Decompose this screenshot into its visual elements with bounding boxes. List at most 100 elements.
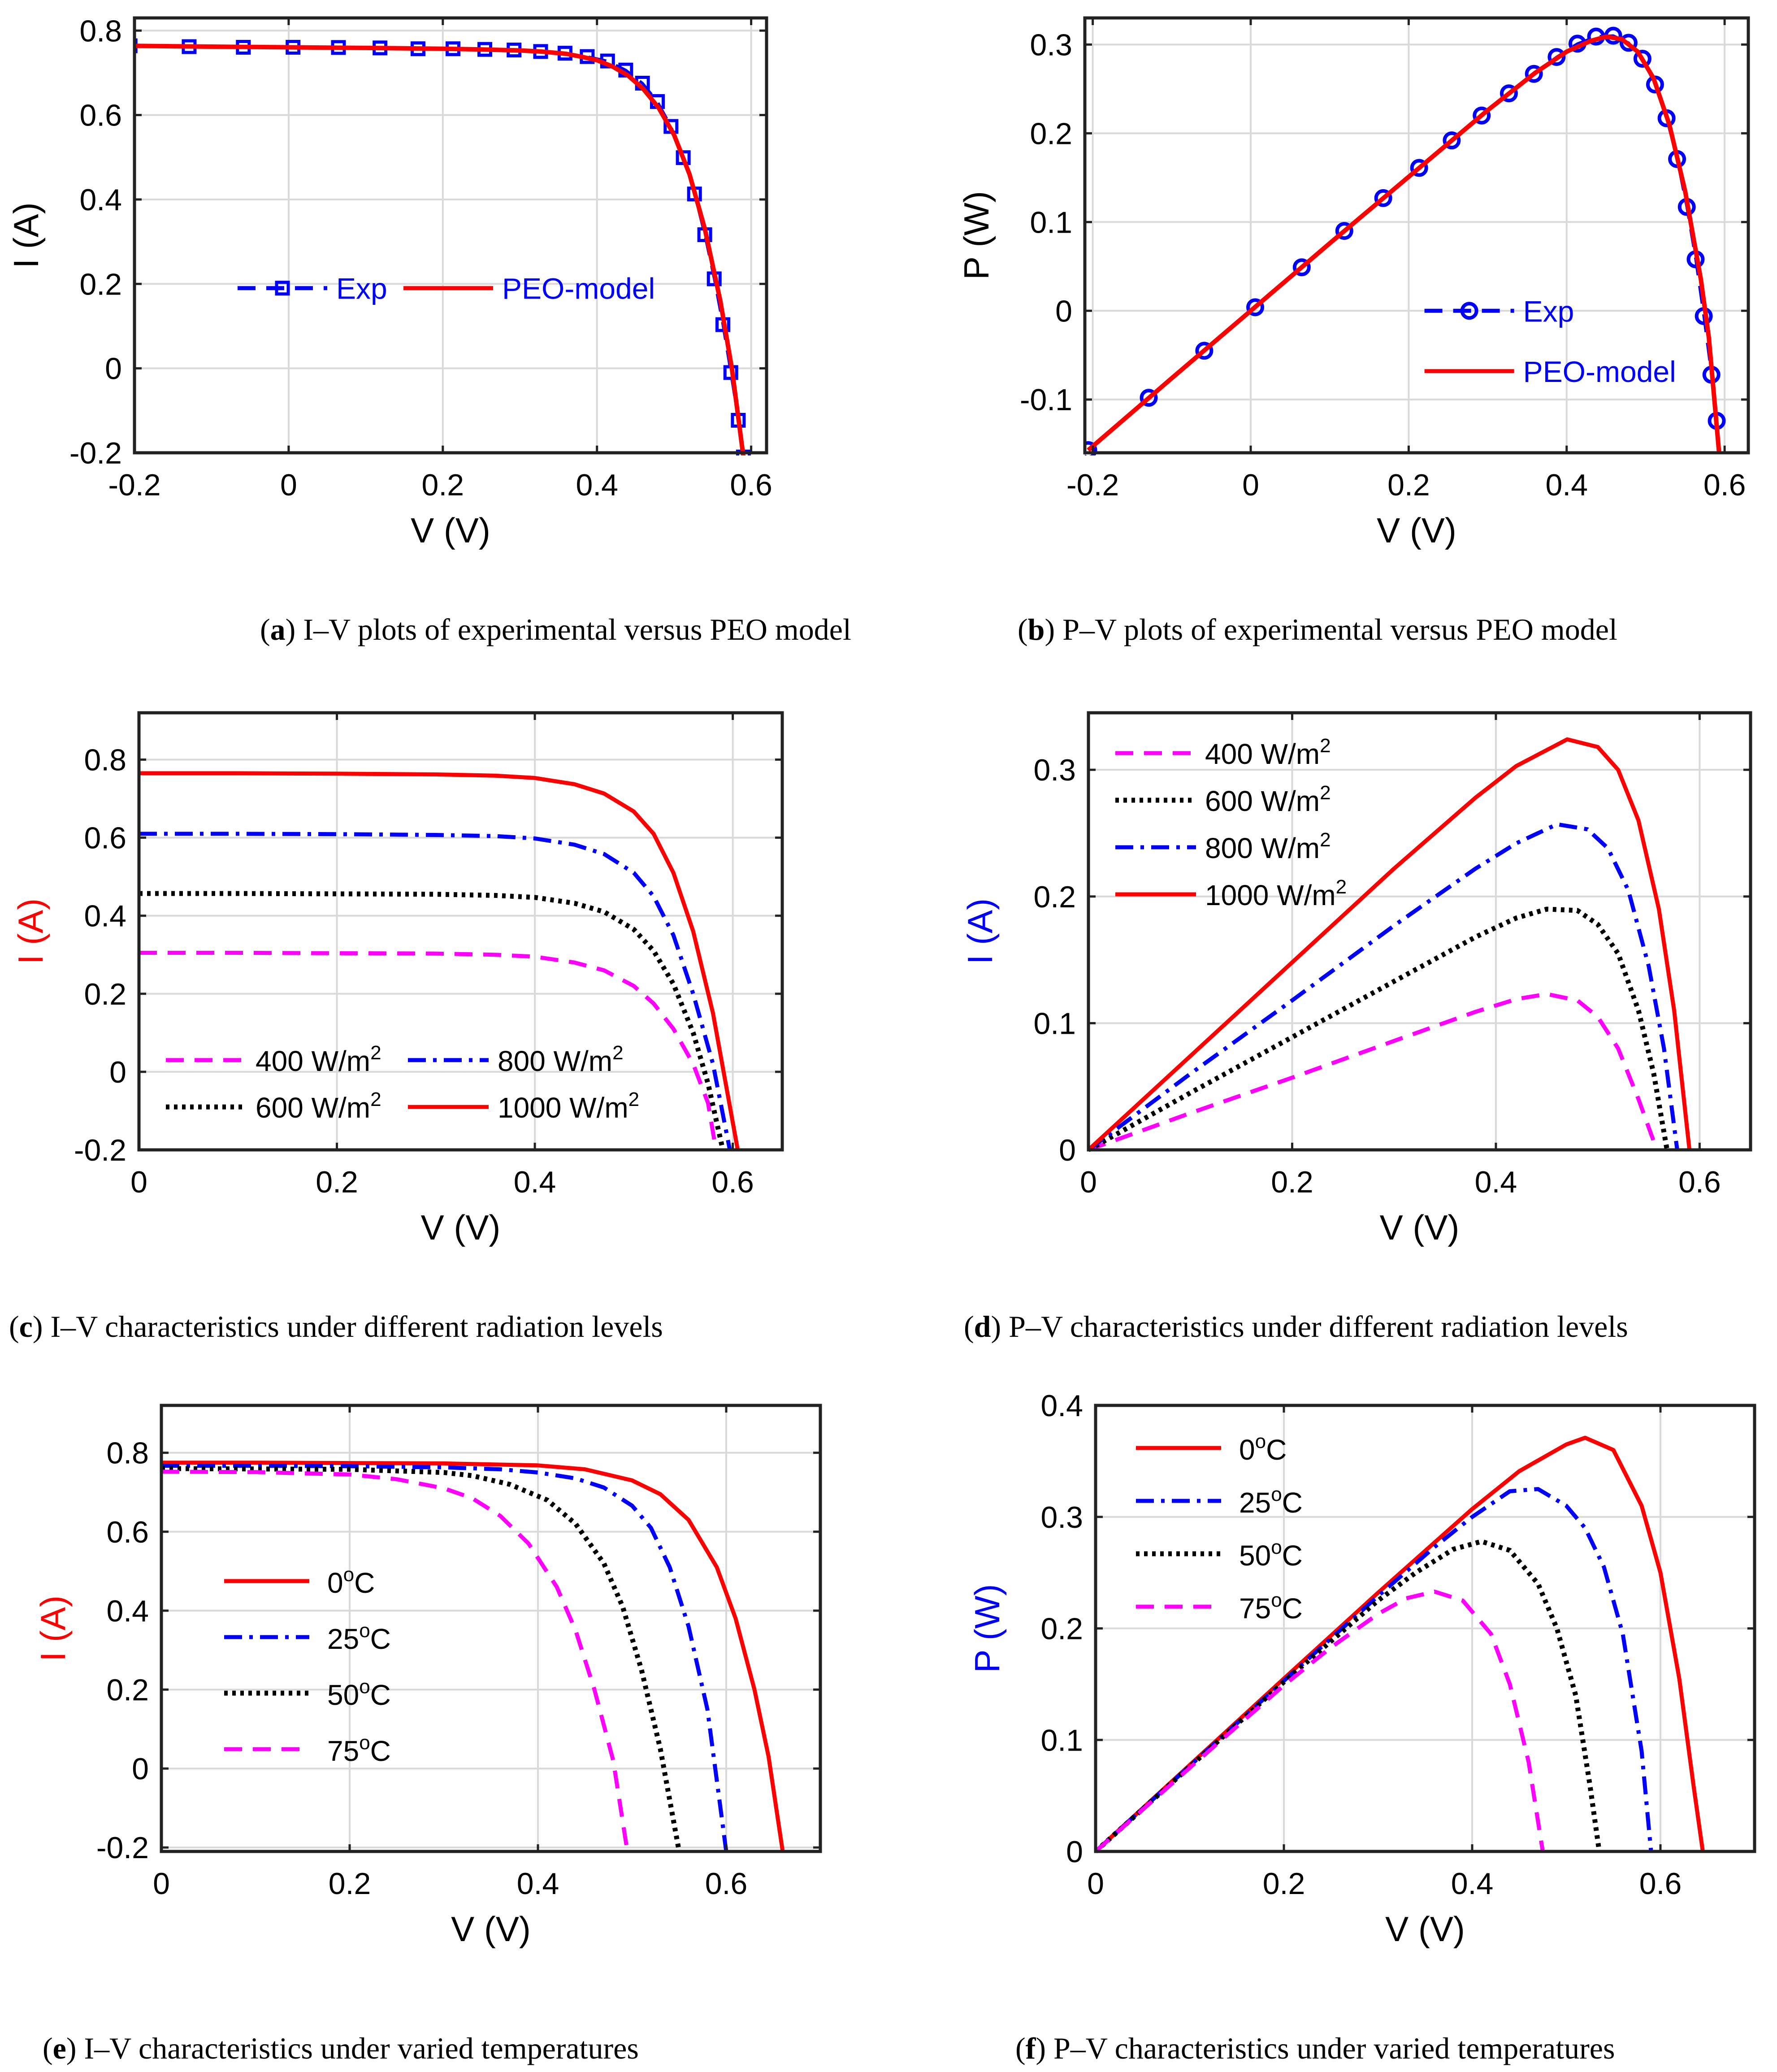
caption-c: (c) I–V characteristics under different …: [9, 1309, 663, 1344]
caption-d: (d) P–V characteristics under different …: [964, 1309, 1628, 1344]
caption-b-letter: b: [1027, 612, 1045, 646]
chart-f: 0 0.2 0.4 0.6 0 0.1 0.2 0.3 0.4 V (V) P (W) 0oC 25oC…: [967, 1389, 1756, 1949]
axes-box-d: [1087, 711, 1752, 1152]
ytick-label-e-1: 0: [132, 1752, 149, 1786]
legend-text-c-1: 600 W/m2: [256, 1088, 381, 1124]
caption-e-text: I–V characteristics under varied tempera…: [84, 2031, 639, 2065]
xtick-label-b-0: -0.2: [1066, 468, 1119, 502]
caption-b: (b) P–V plots of experimental versus PEO…: [1018, 612, 1617, 646]
marker-b-5: [1335, 222, 1353, 240]
marker-b-8: [1443, 131, 1461, 150]
legend-text-e-3: 75oC: [327, 1732, 391, 1767]
ytick-label-c-0: -0.2: [74, 1133, 126, 1167]
xtick-label-e-3: 0.6: [705, 1867, 748, 1901]
ytick-label-a-4: 0.6: [79, 99, 122, 133]
series-line-f-2: [1096, 1539, 1602, 1854]
x-axis-label-b: V (V): [1377, 511, 1456, 550]
xtick-label-b-4: 0.6: [1703, 468, 1746, 502]
legend-marker-a: [275, 281, 290, 296]
plot-area-e: [161, 1405, 820, 1851]
ytick-label-a-0: -0.2: [69, 436, 122, 470]
axes-box-e: [160, 1404, 822, 1853]
axes-box-b: [1083, 16, 1750, 455]
ytick-label-c-4: 0.6: [84, 821, 126, 855]
caption-e: (e) I–V characteristics under varied tem…: [43, 2031, 639, 2065]
ytick-label-c-5: 0.8: [84, 743, 126, 777]
marker-b-3: [1246, 298, 1265, 316]
ytick-label-b-0: -0.1: [1020, 383, 1072, 417]
ytick-label-c-3: 0.4: [84, 899, 126, 933]
y-axis-label-c: I (A): [11, 898, 50, 964]
caption-d-letter: d: [974, 1309, 991, 1344]
marker-b-1: [1140, 389, 1158, 407]
ytick-label-e-2: 0.2: [106, 1673, 149, 1707]
ytick-label-e-4: 0.6: [106, 1515, 149, 1549]
series-group-e: [161, 1461, 785, 1852]
caption-c-letter: c: [19, 1309, 33, 1344]
ytick-label-b-1: 0: [1055, 294, 1072, 328]
series-line-e-2: [161, 1466, 682, 1852]
ytick-label-a-3: 0.4: [79, 183, 122, 217]
ytick-label-a-2: 0.2: [79, 267, 122, 301]
caption-f: (f) P–V characteristics under varied tem…: [1015, 2031, 1615, 2065]
plot-area-b: [1085, 18, 1748, 453]
marker-b-11: [1525, 65, 1543, 83]
ytick-label-d-3: 0.3: [1033, 753, 1076, 787]
legend-f: 0oC 25oC 50oC 75oC: [1136, 1430, 1303, 1625]
xtick-label-b-3: 0.4: [1545, 468, 1588, 502]
series-group-d: [1088, 737, 1692, 1152]
caption-a: (a) I–V plots of experimental versus PEO…: [260, 612, 851, 646]
legend-e: 0oC 25oC 50oC 75oC: [224, 1564, 391, 1767]
marker-b-12: [1547, 48, 1566, 66]
series-line-d-3: [1088, 737, 1692, 1152]
xtick-label-a-3: 0.4: [576, 468, 618, 502]
xtick-label-c-2: 0.4: [514, 1165, 556, 1199]
x-axis-label-d: V (V): [1380, 1208, 1460, 1247]
legend-text-b-exp: Exp: [1523, 295, 1574, 328]
chart-c: 0 0.2 0.4 0.6-0.200.20.40.60.8V (V)I (A)400…: [11, 711, 784, 1247]
legend-text-f-3: 75oC: [1239, 1589, 1303, 1625]
legend-a: Exp PEO-model: [238, 272, 655, 305]
series-group-b: [1085, 26, 1726, 455]
legend-b: Exp PEO-model: [1424, 295, 1676, 388]
ytick-label-b-3: 0.2: [1030, 117, 1072, 151]
y-axis-label-f: P (W): [967, 1584, 1007, 1673]
series-line-c-3: [139, 771, 740, 1150]
y-axis-label-b: P (W): [957, 191, 996, 280]
legend-text-a-model: PEO-model: [502, 272, 655, 305]
xtick-label-f-2: 0.4: [1451, 1867, 1494, 1901]
ytick-label-f-2: 0.2: [1040, 1612, 1083, 1646]
marker-b-16: [1619, 34, 1638, 52]
marker-b-9: [1473, 106, 1491, 125]
legend-text-d-1: 600 W/m2: [1205, 782, 1331, 817]
legend-text-d-0: 400 W/m2: [1205, 735, 1331, 770]
series-line-d-2: [1088, 822, 1679, 1152]
legend-d: 400 W/m2 600 W/m2 800 W/m2 1000 W/m2: [1115, 735, 1347, 911]
marker-b-10: [1500, 84, 1518, 103]
series-line-d-0: [1088, 992, 1659, 1152]
xtick-label-d-3: 0.6: [1678, 1165, 1721, 1199]
y-axis-label-d: I (A): [960, 898, 1000, 964]
legend-text-d-3: 1000 W/m2: [1205, 876, 1347, 911]
chart-b: -0.2 0 0.2 0.4 0.6 -0.1 0 0.1 0.2 0.3 V (V) P (W) Ex…: [957, 16, 1750, 550]
caption-a-letter: a: [270, 612, 286, 646]
ytick-label-b-4: 0.3: [1030, 28, 1072, 62]
xtick-label-c-0: 0: [130, 1165, 147, 1199]
xtick-label-c-3: 0.6: [711, 1165, 754, 1199]
xtick-label-b-2: 0.2: [1387, 468, 1430, 502]
legend-text-c-0: 400 W/m2: [256, 1042, 381, 1077]
marker-b-17: [1633, 50, 1651, 68]
ytick-label-d-0: 0: [1059, 1133, 1076, 1167]
chart-e: 0 0.2 0.4 0.6-0.200.20.40.60.8V (V)I (A)0oC…: [33, 1404, 822, 1949]
legend-marker-b: [1460, 302, 1478, 320]
series-line-d-1: [1088, 906, 1670, 1152]
series-line-top-b-1: [1087, 34, 1721, 453]
xtick-label-a-4: 0.6: [730, 468, 772, 502]
ytick-label-c-2: 0.2: [84, 977, 126, 1011]
legend-text-f-1: 25oC: [1239, 1483, 1303, 1519]
series-line-top-a-1: [134, 43, 745, 455]
marker-b-7: [1410, 159, 1428, 177]
caption-d-text: P–V characteristics under different radi…: [1009, 1309, 1628, 1344]
